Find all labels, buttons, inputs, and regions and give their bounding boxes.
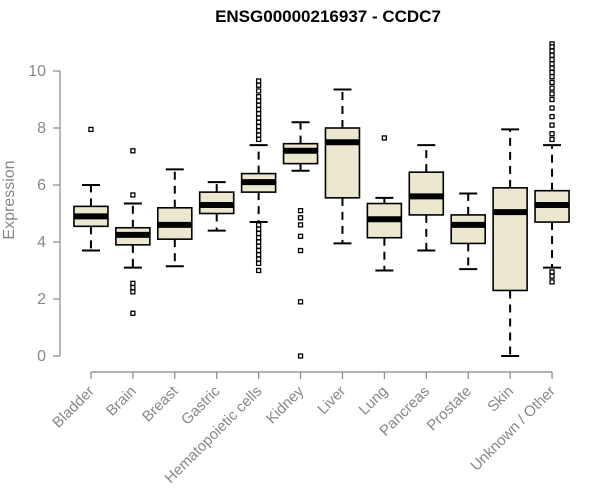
box-group [450, 192, 487, 271]
outlier-point [255, 102, 262, 108]
outlier-point [297, 353, 304, 359]
y-tick-label: 10 [28, 63, 46, 80]
outlier-point [549, 56, 555, 63]
outlier-point [255, 123, 262, 130]
outlier-point [549, 273, 555, 279]
outlier-point [549, 269, 555, 275]
outlier-point [549, 96, 555, 103]
outlier-point [549, 69, 555, 76]
outlier-point [381, 135, 388, 141]
box-group [492, 128, 528, 357]
x-tick-label: Bladder [49, 383, 98, 432]
outlier-point [255, 243, 262, 249]
outlier-point [549, 44, 555, 50]
x-tick-label: Brain [103, 383, 140, 420]
outlier-point [88, 126, 94, 133]
outlier-point [255, 267, 262, 274]
iqr-box [492, 187, 528, 292]
outlier-point [255, 252, 262, 258]
outlier-point [549, 105, 555, 111]
outlier-point [130, 289, 136, 295]
outlier-point [297, 215, 304, 221]
outlier-point [130, 284, 136, 291]
outlier-point [549, 113, 555, 120]
outlier-point [255, 128, 262, 134]
outlier-point [255, 119, 262, 125]
outlier-point [255, 136, 262, 143]
outlier-point [549, 79, 555, 86]
y-tick-label: 8 [37, 120, 46, 137]
x-tick-label: Breast [139, 382, 182, 425]
box-group [156, 168, 193, 268]
outlier-point [255, 88, 262, 94]
y-tick-label: 4 [37, 234, 46, 251]
outlier-point [549, 65, 555, 71]
outlier-point [130, 148, 136, 154]
outlier-point [549, 279, 555, 285]
x-tick-label: Kidney [263, 382, 308, 427]
outlier-point [255, 247, 262, 254]
outlier-point [255, 235, 262, 241]
outlier-point [255, 226, 262, 232]
box-group [408, 144, 445, 252]
outlier-point [297, 233, 304, 239]
box-group [73, 126, 109, 252]
outlier-point [255, 239, 262, 245]
outlier-point [549, 91, 555, 97]
box-group [324, 88, 361, 245]
outlier-point [549, 85, 555, 91]
outlier-point [255, 98, 262, 104]
box-group [534, 41, 570, 285]
outlier-point [255, 222, 262, 228]
iqr-box [324, 127, 361, 199]
outlier-point [297, 299, 304, 305]
y-tick-label: 0 [37, 348, 46, 365]
chart-title: ENSG00000216937 - CCDC7 [215, 7, 441, 26]
x-tick-label: Lung [356, 383, 392, 419]
outlier-point [297, 207, 304, 214]
y-axis: 0 2 4 6 8 10 [28, 63, 61, 365]
outlier-point [255, 115, 262, 121]
outlier-point [549, 52, 555, 58]
box-group [240, 78, 277, 274]
outlier-point [130, 192, 136, 198]
outlier-point [549, 122, 555, 128]
outlier-point [549, 136, 555, 143]
y-axis-label: Expression [1, 160, 18, 239]
box-group [115, 148, 151, 316]
outlier-point [255, 230, 262, 237]
iqr-box [450, 214, 487, 245]
outlier-point [255, 132, 262, 138]
outlier-point [255, 256, 262, 262]
outlier-point [297, 247, 304, 254]
outlier-point [549, 48, 555, 54]
outlier-point [255, 78, 262, 84]
outlier-point [130, 310, 136, 316]
x-tick-label: Prostate [424, 383, 476, 435]
box-group [198, 181, 235, 232]
outlier-point [255, 82, 262, 88]
outlier-point [255, 106, 262, 113]
x-tick-label: Skin [484, 383, 517, 416]
outlier-point [297, 222, 304, 228]
outlier-point [549, 131, 555, 137]
box-group [282, 121, 319, 359]
y-tick-label: 2 [37, 291, 46, 308]
plot-area [73, 41, 570, 359]
outlier-point [130, 280, 136, 286]
box-group [366, 135, 403, 272]
outlier-point [255, 94, 262, 100]
outlier-point [255, 111, 262, 117]
outlier-point [549, 61, 555, 67]
y-tick-label: 6 [37, 177, 46, 194]
outlier-point [549, 74, 555, 80]
outlier-point [255, 260, 262, 267]
x-tick-label: Liver [314, 383, 349, 418]
